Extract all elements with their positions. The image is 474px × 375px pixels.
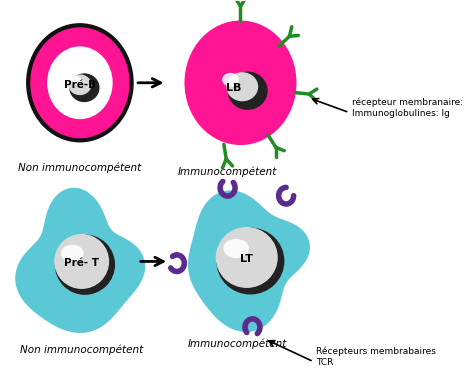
Ellipse shape <box>227 73 257 100</box>
Ellipse shape <box>217 228 284 294</box>
Text: LT: LT <box>240 255 253 264</box>
Text: récepteur membranaire:
Immunoglobulines: Ig: récepteur membranaire: Immunoglobulines:… <box>352 98 463 117</box>
Circle shape <box>48 47 112 118</box>
Text: Immunocompétent: Immunocompétent <box>177 166 277 177</box>
Ellipse shape <box>217 228 277 287</box>
Ellipse shape <box>55 235 109 288</box>
Circle shape <box>185 21 296 144</box>
Ellipse shape <box>228 72 267 109</box>
Ellipse shape <box>70 74 99 102</box>
Text: Récepteurs membrabaires
TCR: Récepteurs membrabaires TCR <box>316 347 436 367</box>
Ellipse shape <box>71 77 81 84</box>
Text: Non immunocompétent: Non immunocompétent <box>20 345 143 355</box>
Polygon shape <box>189 191 309 331</box>
Text: LB: LB <box>226 83 241 93</box>
Text: Pré- T: Pré- T <box>64 258 99 268</box>
Ellipse shape <box>223 74 238 86</box>
Text: Non immunocompétent: Non immunocompétent <box>18 162 142 173</box>
Circle shape <box>28 25 132 140</box>
Ellipse shape <box>62 245 83 261</box>
Polygon shape <box>16 189 145 332</box>
Ellipse shape <box>224 240 248 258</box>
Ellipse shape <box>69 75 91 94</box>
Ellipse shape <box>55 235 114 294</box>
Text: Immunocompétent: Immunocompétent <box>188 339 288 350</box>
Text: Pré-B: Pré-B <box>64 80 96 90</box>
